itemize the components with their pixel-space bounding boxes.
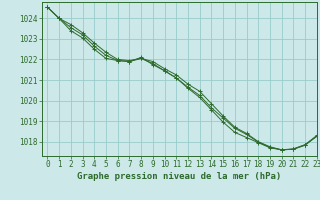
X-axis label: Graphe pression niveau de la mer (hPa): Graphe pression niveau de la mer (hPa) [77, 172, 281, 181]
